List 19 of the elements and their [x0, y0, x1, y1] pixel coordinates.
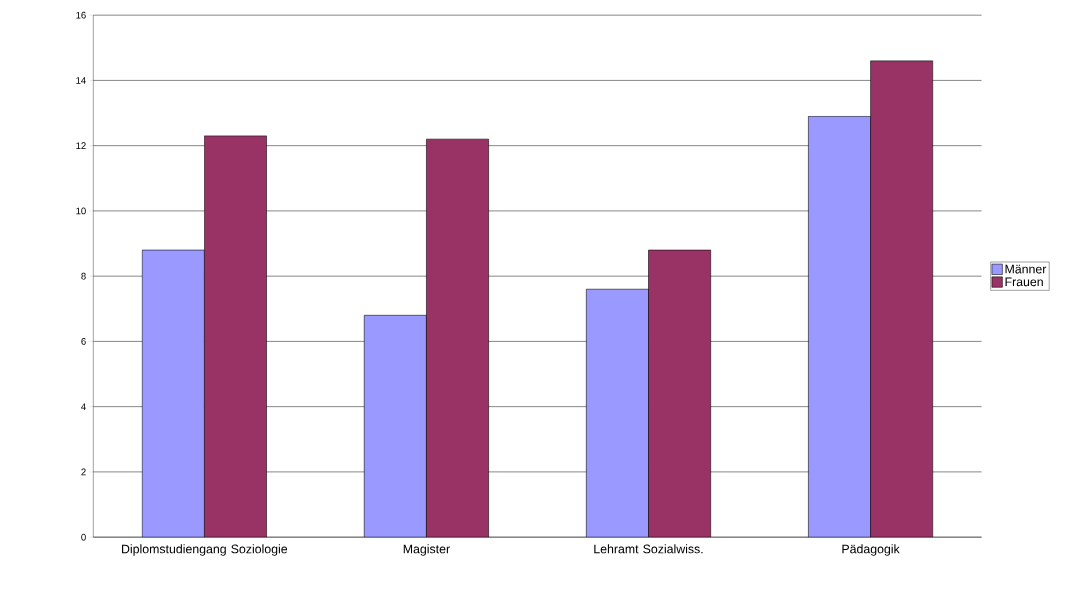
- x-tick-label: Lehramt Sozialwiss.: [594, 544, 703, 554]
- y-tick-label: 12: [76, 142, 86, 150]
- legend-label: Männer: [1005, 264, 1047, 274]
- legend-label: Frauen: [1005, 277, 1043, 287]
- y-tick-label: 0: [81, 533, 86, 541]
- y-tick-label: 8: [81, 272, 86, 280]
- y-tick-label: 6: [81, 338, 86, 345]
- x-tick-label: Magister: [403, 544, 450, 556]
- bar: [870, 60, 934, 538]
- x-tick-label: Diplomstudiengang Soziologie: [122, 544, 288, 556]
- bar: [648, 249, 711, 538]
- y-tick-label: 10: [76, 207, 86, 215]
- y-tick-label: 2: [81, 468, 86, 476]
- x-tick-label: Pädagogik: [842, 544, 900, 556]
- y-tick-label: 4: [81, 403, 86, 411]
- bar: [204, 135, 267, 538]
- y-tick-label: 14: [76, 77, 86, 84]
- bar: [426, 138, 489, 538]
- y-tick-label: 16: [76, 11, 86, 19]
